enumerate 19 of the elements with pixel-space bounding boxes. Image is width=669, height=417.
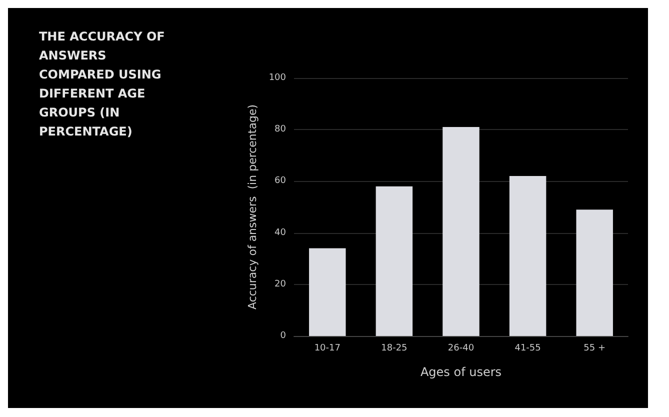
y-axis-title: Accuracy of answers (in percentage) bbox=[246, 104, 259, 310]
y-tick-label: 0 bbox=[280, 331, 286, 341]
y-tick-label: 20 bbox=[274, 279, 286, 290]
text: THE ACCURACY OF ANSWERS COMPARED USING DIFFERENT AGE GROUPS (IN PERCENTAGE) bbox=[39, 30, 170, 138]
bar bbox=[576, 210, 613, 336]
x-tick-label: 26-40 bbox=[448, 344, 474, 354]
y-tick-label: 100 bbox=[268, 73, 286, 83]
bar bbox=[509, 176, 546, 336]
x-axis-title: Ages of users bbox=[420, 365, 502, 379]
x-tick-label: 41-55 bbox=[514, 344, 541, 354]
y-tick-label: 60 bbox=[274, 176, 286, 186]
x-tick-label: 10-17 bbox=[314, 344, 340, 354]
bar bbox=[376, 186, 413, 336]
bar bbox=[309, 248, 346, 336]
x-tick-label: 18-25 bbox=[381, 344, 408, 354]
y-tick-label: 40 bbox=[274, 228, 286, 238]
x-tick-label: 55 + bbox=[584, 344, 606, 354]
y-tick-label: 80 bbox=[274, 124, 286, 135]
bar bbox=[442, 127, 480, 336]
